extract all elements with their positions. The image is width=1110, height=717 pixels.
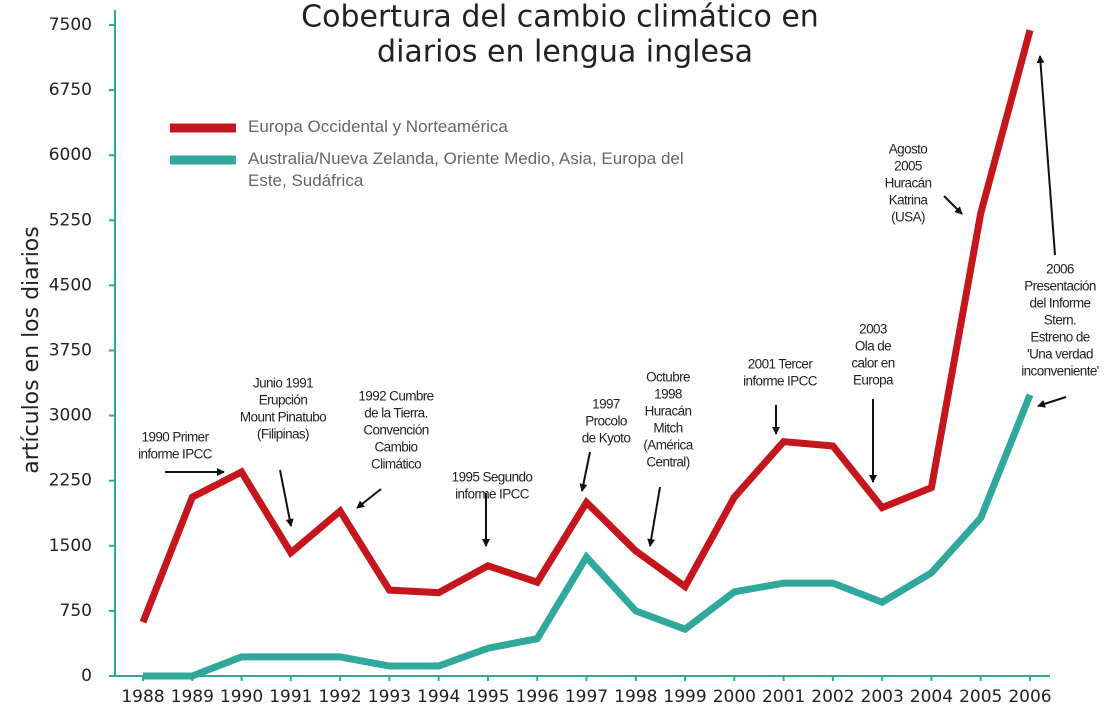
annotation-text: Junio 1991: [253, 376, 313, 391]
annotation-text: informe IPCC: [455, 487, 530, 502]
annotation-text: Europa: [853, 373, 894, 388]
y-tick-label: 4500: [49, 275, 92, 295]
x-tick-label: 1994: [417, 687, 460, 707]
annotation-text: 1992 Cumbre: [358, 389, 433, 404]
x-tick-label: 1990: [220, 687, 263, 707]
y-tick-label: 7500: [49, 15, 92, 35]
annotation-text: inconveniente': [1021, 364, 1099, 379]
annotation-text: informe IPCC: [743, 374, 818, 389]
x-tick-label: 1993: [368, 687, 411, 707]
annotation-text: Procolo: [585, 414, 627, 429]
annotation-text: Agosto: [889, 142, 928, 157]
x-tick-label: 1991: [269, 687, 312, 707]
annotation-text: Octubre: [646, 370, 690, 385]
annotation-text: de la Tierra.: [364, 406, 427, 421]
x-tick-label: 2006: [1008, 687, 1051, 707]
y-tick-label: 5250: [49, 210, 92, 230]
annotation-text: Mitch: [653, 421, 682, 436]
annotation-arrow: [279, 469, 294, 527]
y-tick-label: 6000: [49, 145, 92, 165]
x-tick-label: 1995: [466, 687, 509, 707]
y-tick-label: 0: [81, 666, 92, 686]
annotation-text: Mount Pinatubo: [240, 410, 326, 425]
legend-label: Australia/Nueva Zelanda, Oriente Medio, …: [248, 149, 684, 190]
annotation-text: 2003: [859, 322, 887, 337]
x-tick-label: 2001: [762, 687, 805, 707]
y-tick-label: 2250: [49, 471, 92, 491]
annotation-text: Erupción: [259, 393, 308, 408]
annotation-text: 1990 Primer: [142, 430, 210, 445]
data-line: [143, 393, 1034, 680]
annotation-arrow: [1037, 396, 1067, 408]
annotation-text: Presentación: [1024, 279, 1096, 294]
annotation-arrow: [356, 488, 382, 509]
annotation-text: 'Una verdad: [1027, 347, 1093, 362]
annotation-text: Estreno de: [1030, 330, 1089, 345]
annotation-text: calor en: [851, 356, 894, 371]
annotation-text: 2006: [1046, 262, 1074, 277]
annotation-arrow: [1036, 55, 1056, 256]
x-tick-label: 2000: [713, 687, 756, 707]
data-line: [139, 29, 1034, 624]
annotation-text: Huracán: [645, 404, 692, 419]
annotation-text: de Kyoto: [582, 431, 631, 446]
x-tick-label: 1988: [121, 687, 164, 707]
legend-label: Europa Occidental y Norteamérica: [248, 117, 508, 136]
x-tick-label: 1992: [318, 687, 361, 707]
x-tick-label: 1989: [171, 687, 214, 707]
annotation-text: Ola de: [855, 339, 891, 354]
y-axis-label: artículos en los diarios: [19, 226, 44, 473]
annotation-text: Climático: [371, 457, 421, 472]
annotation-text: Huracán: [885, 176, 932, 191]
y-tick-label: 3750: [49, 341, 92, 361]
annotation-text: 2005: [894, 159, 922, 174]
annotation-text: 2001 Tercer: [748, 357, 814, 372]
x-tick-label: 2002: [811, 687, 854, 707]
annotation-text: 1998: [654, 387, 682, 402]
annotation-arrow: [647, 486, 661, 547]
annotation-arrow: [943, 195, 963, 215]
y-tick-label: 1500: [49, 536, 92, 556]
y-tick-label: 6750: [49, 80, 92, 100]
x-tick-label: 1999: [663, 687, 706, 707]
x-tick-label: 2004: [910, 687, 953, 707]
annotation-text: (Filipinas): [257, 427, 309, 442]
annotation-text: informe IPCC: [138, 447, 213, 462]
chart-title: diarios en lengua inglesa: [377, 35, 753, 70]
annotation-text: 1995 Segundo: [452, 470, 533, 485]
annotation-text: (América: [643, 438, 693, 453]
x-tick-label: 1998: [614, 687, 657, 707]
legend-entry: Europa Occidental y Norteamérica: [248, 117, 508, 136]
x-tick-label: 2003: [861, 687, 904, 707]
x-tick-label: 2005: [959, 687, 1002, 707]
annotation-text: Cambio: [375, 440, 418, 455]
annotation-text: Katrina: [889, 193, 929, 208]
annotation-arrow: [579, 451, 591, 492]
chart-title: Cobertura del cambio climático en: [301, 0, 819, 35]
x-tick-label: 1996: [516, 687, 559, 707]
annotation-text: Stern.: [1044, 313, 1076, 328]
annotation-text: Convención: [363, 423, 428, 438]
x-tick-label: 1997: [565, 687, 608, 707]
annotation-text: Central): [646, 455, 689, 470]
y-tick-label: 750: [60, 601, 92, 621]
legend-entry: Australia/Nueva Zelanda, Oriente Medio, …: [248, 149, 684, 190]
y-tick-label: 3000: [49, 406, 92, 426]
annotation-text: del Informe: [1030, 296, 1091, 311]
annotation-text: (USA): [891, 210, 925, 225]
annotation-text: 1997: [592, 397, 620, 412]
